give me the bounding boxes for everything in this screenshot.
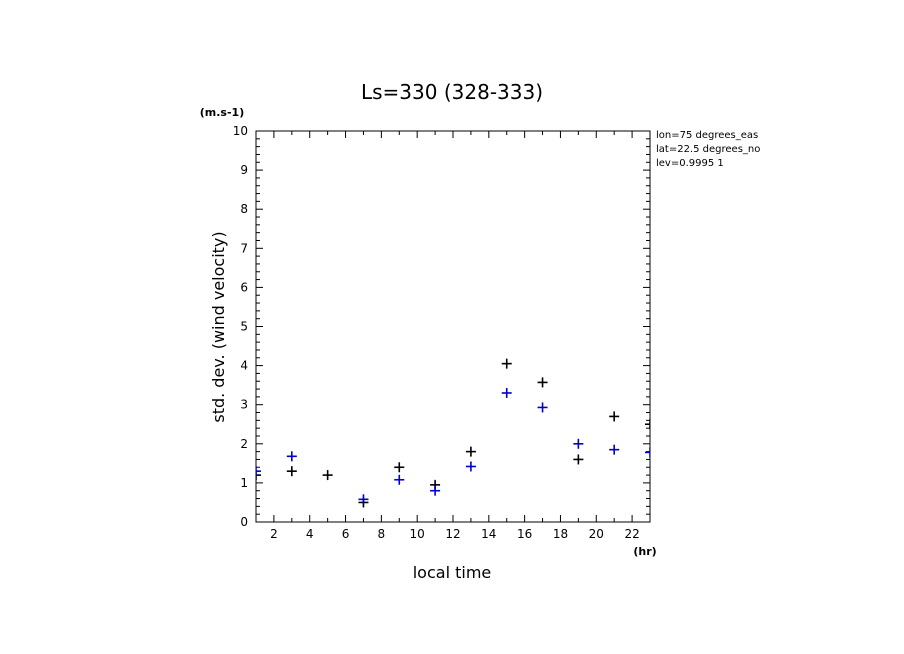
x-tick-label: 2 [270,527,278,541]
x-tick-label: 8 [378,527,386,541]
data-point-series-2 [286,451,297,462]
data-point-series-1 [286,466,297,477]
x-axis-label: local time [413,563,492,582]
info-line-lat: lat=22.5 degrees_no [656,144,760,155]
x-tick-label: 12 [445,527,460,541]
x-tick-label: 14 [481,527,496,541]
y-tick-label: 1 [240,476,248,490]
x-axis: 2 4 6 8 10 12 14 16 18 20 22 [255,131,651,541]
data-point-series-2 [465,461,476,472]
data-point-series-1 [609,411,620,422]
data-point-series-2 [430,485,441,496]
y-tick-label: 3 [240,398,248,412]
data-point-series-2 [501,387,512,398]
x-axis-unit: (hr) [633,545,656,558]
x-tick-label: 16 [517,527,532,541]
y-tick-label: 0 [240,515,248,529]
x-tick-label: 10 [410,527,425,541]
data-point-series-1 [394,462,405,473]
x-tick-label: 20 [589,527,604,541]
info-line-lev: lev=0.9995 1 [656,158,724,169]
data-point-series-2 [256,466,261,477]
data-point-series-2 [573,438,584,449]
data-point-series-1 [537,377,548,388]
data-points [256,358,650,508]
x-tick-label: 18 [553,527,568,541]
plot-area-frame [255,130,651,523]
y-tick-label: 10 [233,124,248,138]
y-tick-label: 8 [240,202,248,216]
y-tick-label: 9 [240,163,248,177]
data-point-series-1 [645,419,650,430]
data-point-series-1 [501,358,512,369]
x-tick-label: 4 [306,527,314,541]
y-tick-label: 6 [240,280,248,294]
y-tick-label: 4 [240,359,248,373]
chart-title: Ls=330 (328-333) [361,80,543,104]
info-line-lon: lon=75 degrees_eas [656,130,758,141]
y-tick-label: 2 [240,437,248,451]
plot-info: lon=75 degrees_eas lat=22.5 degrees_no l… [656,130,760,169]
y-tick-label: 5 [240,320,248,334]
data-point-series-2 [358,494,369,505]
data-point-series-2 [645,447,650,458]
data-point-series-1 [465,446,476,457]
y-tick-label: 7 [240,241,248,255]
data-point-series-1 [573,454,584,465]
data-point-series-2 [537,402,548,413]
y-axis-unit: (m.s-1) [200,106,244,119]
y-axis-label: std. dev. (wind velocity) [209,231,228,422]
data-point-series-2 [394,474,405,485]
data-point-series-1 [322,470,333,481]
data-point-series-2 [609,444,620,455]
x-tick-label: 6 [342,527,350,541]
x-tick-label: 22 [624,527,639,541]
data-point-series-1 [256,470,261,481]
y-axis: 0 1 2 3 4 5 6 7 8 9 10 [233,124,650,529]
